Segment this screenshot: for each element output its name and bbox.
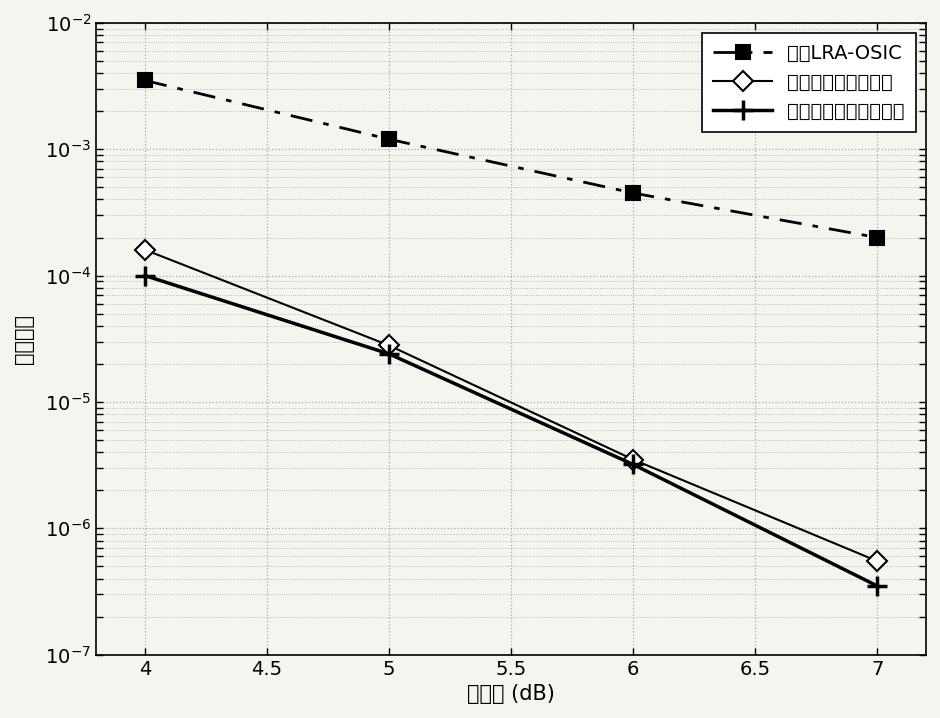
Line: 本发明设计（穷搜索）: 本发明设计（穷搜索） (135, 266, 887, 596)
Line: 标准LRA-OSIC: 标准LRA-OSIC (138, 73, 885, 245)
标准LRA-OSIC (871, 233, 883, 242)
标准LRA-OSIC (384, 135, 395, 144)
标准LRA-OSIC (139, 76, 150, 85)
Line: 本发明设计（终止）: 本发明设计（终止） (138, 243, 885, 568)
本发明设计（穷搜索） (384, 350, 395, 358)
本发明设计（穷搜索） (871, 582, 883, 590)
本发明设计（终止） (384, 341, 395, 350)
本发明设计（穷搜索） (628, 460, 639, 469)
本发明设计（终止） (628, 455, 639, 464)
Y-axis label: 误比特率: 误比特率 (14, 314, 34, 364)
本发明设计（终止） (139, 246, 150, 254)
X-axis label: 信噪比 (dB): 信噪比 (dB) (467, 684, 555, 704)
标准LRA-OSIC (628, 189, 639, 197)
本发明设计（穷搜索） (139, 271, 150, 280)
本发明设计（终止） (871, 557, 883, 566)
Legend: 标准LRA-OSIC, 本发明设计（终止）, 本发明设计（穷搜索）: 标准LRA-OSIC, 本发明设计（终止）, 本发明设计（穷搜索） (701, 32, 916, 132)
